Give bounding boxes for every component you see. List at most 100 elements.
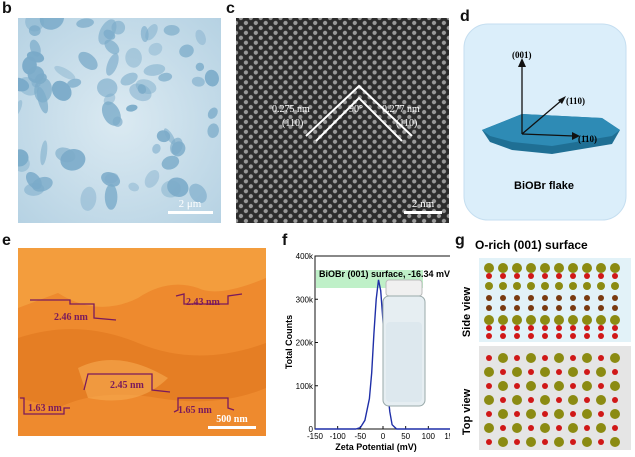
flake <box>18 100 23 117</box>
y-tick-label: 0 <box>309 425 314 434</box>
atom <box>612 425 618 431</box>
atom <box>596 315 606 325</box>
atom <box>528 425 534 431</box>
atom <box>584 425 590 431</box>
atom <box>569 282 577 290</box>
step-height-2: 2.43 nm <box>186 297 221 308</box>
flake <box>191 76 205 87</box>
flake <box>18 149 29 167</box>
atom <box>498 381 508 391</box>
flake <box>135 79 157 94</box>
atom <box>542 325 548 331</box>
flake <box>148 42 163 56</box>
atom <box>582 437 592 447</box>
scale-bar-label: 500 nm <box>216 414 248 425</box>
flake <box>189 183 207 204</box>
atom <box>570 439 576 445</box>
atom <box>540 315 550 325</box>
x-tick-label: 50 <box>401 432 410 441</box>
atom <box>597 282 605 290</box>
atom <box>596 395 606 405</box>
atom <box>598 333 604 339</box>
axis-110-label: (110) <box>566 96 585 106</box>
atom <box>484 263 494 273</box>
y-tick-label: 300k <box>296 295 314 304</box>
atom <box>526 353 536 363</box>
atom <box>568 367 578 377</box>
flake <box>40 140 48 166</box>
scale-bar <box>168 211 213 214</box>
atom <box>568 263 578 273</box>
atom <box>528 369 534 375</box>
flake <box>195 29 206 46</box>
atom <box>584 273 590 279</box>
atom <box>512 263 522 273</box>
atom <box>582 409 592 419</box>
vial-photo <box>382 279 426 407</box>
atom <box>528 273 534 279</box>
tem-flakes: 2 μm <box>18 18 221 223</box>
zeta-potential-chart: BiOBr (001) surface, -16.34 mV -150 -100-… <box>284 252 450 452</box>
height-profile <box>20 397 70 415</box>
atom <box>514 295 520 301</box>
atom <box>541 282 549 290</box>
atom <box>500 425 506 431</box>
flake <box>101 101 121 126</box>
flake <box>104 172 119 184</box>
flake <box>28 25 41 37</box>
step-height-4: 1.63 nm <box>28 403 63 414</box>
atom <box>556 397 562 403</box>
y-tick-label: 400k <box>296 252 314 261</box>
atom <box>498 437 508 447</box>
atom <box>554 437 564 447</box>
atom <box>598 383 604 389</box>
angle-label: 90° <box>349 104 363 115</box>
atom <box>500 325 506 331</box>
atom <box>612 325 618 331</box>
panel-label-b: b <box>2 0 12 17</box>
atom <box>486 325 492 331</box>
atom <box>500 333 506 339</box>
d-spacing-right: 0.277 nm <box>382 104 420 115</box>
flake <box>32 176 53 192</box>
hrtem-lattice: 0.275 nm (110) 90° 0.277 nm (110) 2 nm <box>236 18 449 223</box>
atom <box>598 305 604 311</box>
atom <box>540 367 550 377</box>
atom <box>512 395 522 405</box>
atom <box>555 282 563 290</box>
hkl-right: (110) <box>396 118 417 129</box>
atom <box>500 295 506 301</box>
atom <box>610 315 620 325</box>
atom <box>526 263 536 273</box>
atom <box>499 282 507 290</box>
atom <box>570 295 576 301</box>
atom <box>514 355 520 361</box>
atom <box>514 305 520 311</box>
flake <box>18 154 30 172</box>
atom <box>542 333 548 339</box>
flake <box>207 123 219 138</box>
atom <box>528 295 534 301</box>
atom <box>582 315 592 325</box>
atom <box>542 355 548 361</box>
flake <box>76 18 94 28</box>
atom <box>554 353 564 363</box>
flake <box>55 147 76 163</box>
flake <box>80 186 97 211</box>
atom <box>484 395 494 405</box>
atom <box>598 325 604 331</box>
flake-shape <box>482 114 620 146</box>
atom <box>500 369 506 375</box>
atom <box>486 411 492 417</box>
crystal-structure-panel: O-rich (001) surface Side view Top view <box>455 236 633 454</box>
atom <box>514 273 520 279</box>
atom <box>554 315 564 325</box>
atom <box>500 397 506 403</box>
atom <box>542 273 548 279</box>
atom <box>498 315 508 325</box>
height-profile <box>175 293 243 305</box>
atom <box>610 437 620 447</box>
flake-caption: BiOBr flake <box>514 180 574 192</box>
flake <box>156 130 171 143</box>
panel-label-f: f <box>282 232 288 249</box>
